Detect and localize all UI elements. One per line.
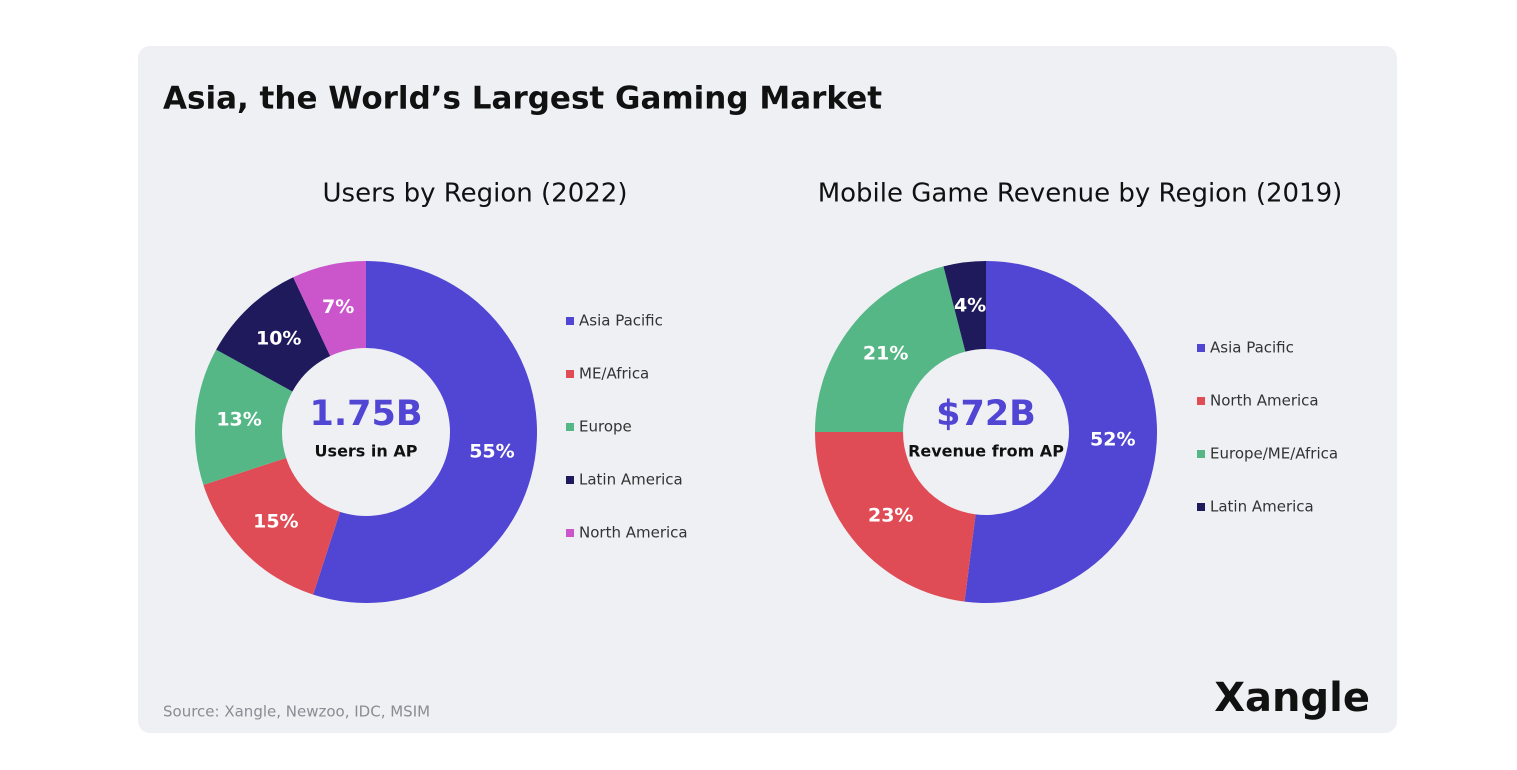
donut-slice xyxy=(964,261,1157,603)
legend-label: Asia Pacific xyxy=(579,312,663,330)
source: Source: Xangle, Newzoo, IDC, MSIM xyxy=(163,703,430,721)
legend-swatch xyxy=(566,423,574,431)
legend-label: Europe/ME/Africa xyxy=(1210,445,1338,463)
data-label: 7% xyxy=(322,296,354,318)
data-label: 10% xyxy=(256,328,301,350)
data-label: 13% xyxy=(216,409,261,431)
page-title: Asia, the World’s Largest Gaming Market xyxy=(163,81,882,117)
donut-slice xyxy=(313,261,537,603)
chart-title: Users by Region (2022) xyxy=(323,179,628,209)
legend-label: North America xyxy=(579,524,688,542)
data-label: 55% xyxy=(469,440,514,462)
donut-slice xyxy=(815,432,976,602)
legend-swatch xyxy=(566,370,574,378)
data-label: 15% xyxy=(253,511,298,533)
legend-label: Europe xyxy=(579,418,632,436)
center-caption: Users in AP xyxy=(315,442,418,461)
chart-title: Mobile Game Revenue by Region (2019) xyxy=(818,179,1343,209)
legend-swatch xyxy=(1197,344,1205,352)
legend-label: North America xyxy=(1210,392,1319,410)
legend-swatch xyxy=(566,317,574,325)
donut-slice xyxy=(943,261,986,352)
legend-label: Latin America xyxy=(1210,498,1314,516)
center-caption: Revenue from AP xyxy=(908,442,1064,461)
legend-swatch xyxy=(566,476,574,484)
data-label: 23% xyxy=(868,504,913,526)
legend-swatch xyxy=(1197,397,1205,405)
legend-swatch xyxy=(1197,503,1205,511)
legend-label: Latin America xyxy=(579,471,683,489)
brand-logo: Xangle xyxy=(1214,675,1370,721)
donut-slice xyxy=(293,261,366,356)
center-value: $72B xyxy=(936,394,1036,434)
legend-label: ME/Africa xyxy=(579,365,649,383)
legend-swatch xyxy=(566,529,574,537)
data-label: 21% xyxy=(863,343,908,365)
center-value: 1.75B xyxy=(309,394,422,434)
donut-slice xyxy=(194,349,293,485)
donut-slice xyxy=(216,277,331,392)
legend-swatch xyxy=(1197,450,1205,458)
data-label: 4% xyxy=(954,295,986,317)
donut-slice xyxy=(203,457,341,595)
card xyxy=(138,46,1397,733)
data-label: 52% xyxy=(1090,428,1135,450)
legend-label: Asia Pacific xyxy=(1210,339,1294,357)
donut-slice xyxy=(815,266,966,432)
